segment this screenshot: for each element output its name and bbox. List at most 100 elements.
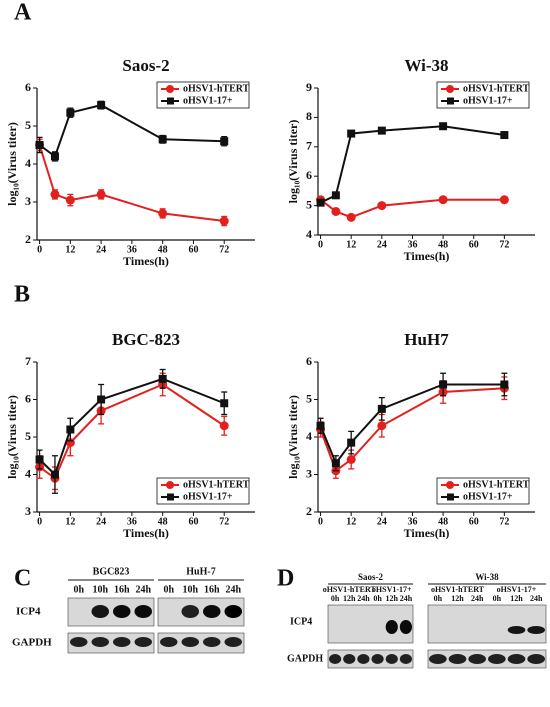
y-tick-label: 3 [25,504,31,518]
lane-label: 0h [434,594,443,603]
data-point [331,206,341,216]
data-point [377,421,387,431]
legend-label: oHSV1-hTERT [463,479,530,490]
blot-band [399,654,412,664]
data-point [50,152,59,161]
x-tick-label: 48 [158,244,168,255]
blot-band [371,654,384,664]
legend-marker [167,97,174,105]
blot-band [448,654,467,664]
data-point [331,191,340,200]
blot-band [203,637,221,647]
data-point [439,380,448,389]
lane-label: 0h [373,594,382,603]
data-point [97,101,106,110]
lane-label: 24h [135,584,151,595]
x-axis-label: Times(h) [123,254,169,268]
lane-label: 12h [451,594,464,603]
data-point [158,135,167,144]
x-tick-label: 36 [407,516,417,527]
data-point [66,425,75,434]
blot-panel [67,632,155,654]
blot-band [488,654,506,664]
panel-label: A [14,0,32,26]
blot-panel [327,604,414,644]
group-label: Saos-2 [358,572,384,582]
data-point [500,131,509,140]
blot-panel [157,632,245,654]
x-tick-label: 12 [346,239,356,250]
data-point [377,404,386,413]
blot-band [385,654,398,664]
series-line [38,144,225,222]
x-tick-label: 12 [346,516,356,527]
x-tick-label: 60 [469,239,479,250]
panel-label: B [14,282,30,308]
data-point [347,129,356,138]
lane-label: 0h [493,594,502,603]
y-axis-label: log₁₀(Virus titer) [5,122,19,206]
blot-band [160,637,178,647]
legend-label: oHSV1-hTERT [183,479,250,490]
data-point [500,380,509,389]
x-tick-label: 24 [96,516,106,527]
data-point [331,459,340,468]
legend-label: oHSV1-17+ [463,95,513,106]
arm-label: oHSV1-hTERT [323,585,377,594]
chart-title: Saos-2 [122,56,169,75]
data-point [347,438,356,447]
blot-band [91,637,109,647]
data-point [499,195,509,205]
y-tick-label: 6 [25,80,31,94]
legend-marker [166,481,174,489]
x-tick-label: 72 [219,516,229,527]
x-tick-label: 0 [37,244,42,255]
legend-label: oHSV1-hTERT [463,83,530,94]
data-point [377,201,387,211]
y-tick-label: 8 [306,109,312,123]
lane-label: 0h [73,584,84,595]
data-point [316,198,325,207]
row-label: GAPDH [287,653,323,664]
data-point [96,189,106,199]
blot-band [507,654,526,664]
y-axis-label: log₁₀(Virus titer) [286,395,300,479]
blot-band [329,654,342,664]
y-tick-label: 3 [306,466,312,480]
series-line [320,125,505,204]
data-point [219,421,229,431]
data-point [346,212,356,222]
y-tick-label: 3 [25,194,31,208]
x-axis-label: Times(h) [404,249,450,263]
lane-label: 24h [225,584,241,595]
series-line [319,383,505,466]
group-label: BGC823 [93,566,130,577]
data-point [50,470,59,479]
lane-label: 10h [182,584,198,595]
legend-marker [446,481,454,489]
arm-label: oHSV1-17+ [372,585,412,594]
y-tick-label: 2 [306,504,312,518]
blot-band [203,605,221,618]
x-tick-label: 0 [318,239,323,250]
group-label: Wi-38 [475,572,499,582]
x-tick-label: 24 [96,244,106,255]
blot-band [399,620,412,634]
chart-title: HuH7 [404,330,449,349]
blot-band [429,654,447,664]
x-tick-label: 12 [65,244,75,255]
x-tick-label: 48 [438,516,448,527]
lane-label: 16h [204,584,220,595]
data-point [220,399,229,408]
y-axis-label: log₁₀(Virus titer) [5,395,19,479]
blot-band [527,654,546,664]
lane-label: 24h [400,594,413,603]
legend-marker [447,97,454,105]
blot-band [91,605,109,618]
data-point [220,137,229,146]
y-tick-label: 5 [306,391,312,405]
x-tick-label: 72 [219,244,229,255]
panel-label: D [277,566,294,592]
blot-band [113,637,131,647]
data-point [66,108,75,117]
